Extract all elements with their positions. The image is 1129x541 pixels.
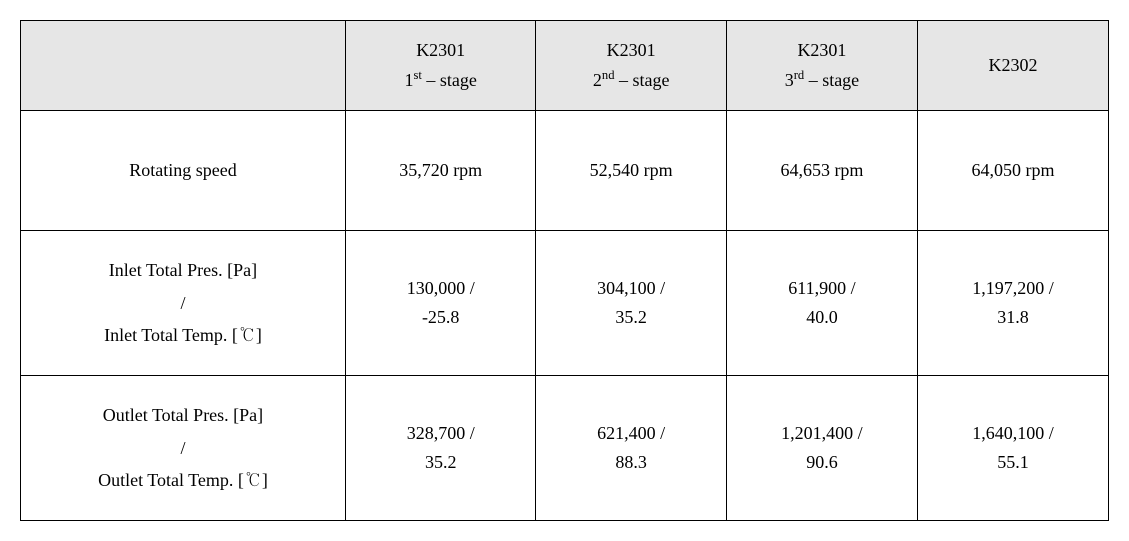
value-cell: 64,653 rpm bbox=[726, 111, 917, 231]
header-stage-suffix: – stage bbox=[804, 70, 859, 90]
header-stage-sup: nd bbox=[602, 68, 615, 82]
value-cell: 1,201,400 / 90.6 bbox=[726, 376, 917, 521]
value-cell: 1,640,100 / 55.1 bbox=[917, 376, 1108, 521]
value-line: 35.2 bbox=[425, 452, 457, 472]
value-cell: 621,400 / 88.3 bbox=[536, 376, 726, 521]
header-stage-suffix: – stage bbox=[422, 70, 477, 90]
value-line: 31.8 bbox=[997, 307, 1029, 327]
label-line: Outlet Total Pres. [Pa] bbox=[103, 405, 263, 425]
value-line: 328,700 / bbox=[407, 423, 475, 443]
value-cell: 304,100 / 35.2 bbox=[536, 231, 726, 376]
value-cell: 1,197,200 / 31.8 bbox=[917, 231, 1108, 376]
header-stage-ord: 2 bbox=[593, 70, 602, 90]
value-cell: 64,050 rpm bbox=[917, 111, 1108, 231]
header-unit: K2302 bbox=[988, 55, 1037, 75]
header-stage-ord: 1 bbox=[405, 70, 414, 90]
header-stage-suffix: – stage bbox=[614, 70, 669, 90]
value-cell: 52,540 rpm bbox=[536, 111, 726, 231]
table-header-row: K2301 1st – stage K2301 2nd – stage K230… bbox=[21, 21, 1109, 111]
value-cell: 611,900 / 40.0 bbox=[726, 231, 917, 376]
value-line: 64,653 rpm bbox=[780, 160, 863, 180]
header-stage-sup: rd bbox=[794, 68, 805, 82]
table-row: Inlet Total Pres. [Pa] / Inlet Total Temp.… bbox=[21, 231, 1109, 376]
header-unit: K2301 bbox=[416, 40, 465, 60]
value-line: 611,900 / bbox=[788, 278, 855, 298]
header-col-1: K2301 1st – stage bbox=[345, 21, 535, 111]
label-line: Inlet Total Pres. [Pa] bbox=[109, 260, 257, 280]
label-line: / bbox=[180, 438, 185, 458]
header-unit: K2301 bbox=[797, 40, 846, 60]
value-line: 1,197,200 / bbox=[972, 278, 1054, 298]
label-line: Outlet Total Temp. [℃] bbox=[98, 470, 268, 490]
label-line: Rotating speed bbox=[129, 160, 236, 180]
label-line: Inlet Total Temp. [℃] bbox=[104, 325, 262, 345]
row-label: Rotating speed bbox=[21, 111, 346, 231]
value-line: 35.2 bbox=[615, 307, 647, 327]
header-col-3: K2301 3rd – stage bbox=[726, 21, 917, 111]
value-line: 621,400 / bbox=[597, 423, 665, 443]
header-stage-ord: 3 bbox=[785, 70, 794, 90]
header-col-2: K2301 2nd – stage bbox=[536, 21, 726, 111]
value-line: 130,000 / bbox=[407, 278, 475, 298]
header-stage-sup: st bbox=[414, 68, 422, 82]
value-line: 35,720 rpm bbox=[399, 160, 482, 180]
value-line: 1,201,400 / bbox=[781, 423, 863, 443]
value-line: -25.8 bbox=[422, 307, 460, 327]
value-line: 90.6 bbox=[806, 452, 838, 472]
value-line: 64,050 rpm bbox=[971, 160, 1054, 180]
value-line: 55.1 bbox=[997, 452, 1029, 472]
header-empty bbox=[21, 21, 346, 111]
header-unit: K2301 bbox=[607, 40, 656, 60]
value-line: 304,100 / bbox=[597, 278, 665, 298]
compressor-specs-table: K2301 1st – stage K2301 2nd – stage K230… bbox=[20, 20, 1109, 521]
header-col-4: K2302 bbox=[917, 21, 1108, 111]
value-line: 52,540 rpm bbox=[590, 160, 673, 180]
label-line: / bbox=[180, 293, 185, 313]
row-label: Inlet Total Pres. [Pa] / Inlet Total Temp.… bbox=[21, 231, 346, 376]
value-cell: 130,000 / -25.8 bbox=[345, 231, 535, 376]
value-cell: 328,700 / 35.2 bbox=[345, 376, 535, 521]
value-cell: 35,720 rpm bbox=[345, 111, 535, 231]
table-row: Rotating speed 35,720 rpm 52,540 rpm 64,653… bbox=[21, 111, 1109, 231]
value-line: 88.3 bbox=[615, 452, 647, 472]
value-line: 40.0 bbox=[806, 307, 838, 327]
value-line: 1,640,100 / bbox=[972, 423, 1054, 443]
table-row: Outlet Total Pres. [Pa] / Outlet Total Tem… bbox=[21, 376, 1109, 521]
row-label: Outlet Total Pres. [Pa] / Outlet Total Tem… bbox=[21, 376, 346, 521]
